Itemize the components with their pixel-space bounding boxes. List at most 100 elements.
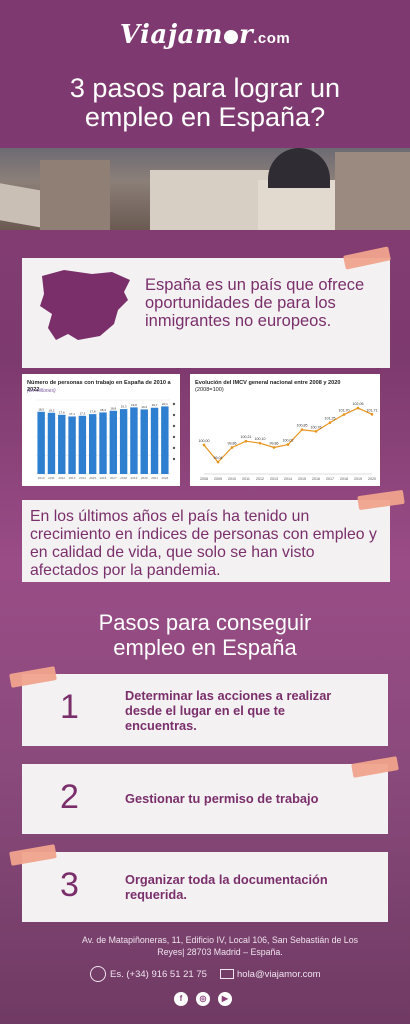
bar-2013 [68, 416, 76, 474]
point-2010 [230, 446, 234, 449]
x-tick-label: 2013 [69, 476, 76, 480]
photo-building-2 [150, 170, 270, 230]
step-text-2: Gestionar tu permiso de trabajo [125, 791, 319, 806]
youtube-icon[interactable]: ▶ [218, 992, 232, 1006]
point-value-label: 100,10 [255, 437, 266, 441]
x-tick-label: 2014 [79, 476, 86, 480]
step-card-3 [22, 852, 388, 922]
point-value-label: 100,21 [241, 435, 252, 439]
bar-2016 [99, 412, 107, 474]
footer-address: Av. de Matapiñoneras, 11, Edificio IV, L… [82, 935, 358, 957]
toolbar-dot-icon [172, 402, 176, 406]
phone-icon [90, 966, 106, 982]
point-2015 [300, 428, 304, 432]
x-tick-label: 2011 [48, 476, 55, 480]
spain-map-icon [40, 270, 130, 340]
imcv-series-line [203, 407, 373, 464]
bar-value-label: 18,8 [110, 406, 116, 410]
facebook-icon[interactable]: f [174, 992, 188, 1006]
x-tick-label: 2021 [151, 476, 158, 480]
x-tick-label: 2008 [200, 477, 208, 481]
steps-title: Pasos para conseguir empleo en España [0, 610, 410, 660]
point-value-label: 101,71 [367, 408, 378, 412]
step-text-1: Determinar las acciones a realizar desde… [125, 688, 332, 733]
x-tick-label: 2012 [58, 476, 65, 480]
bar-2020 [140, 409, 148, 474]
employment-chart: Número de personas con trabajo en España… [22, 374, 180, 486]
bar-2012 [58, 414, 66, 474]
point-2008 [202, 443, 206, 447]
bar-value-label: 19,3 [121, 405, 127, 409]
quality-chart-title: Evolución del IMCV general nacional entr… [195, 380, 341, 386]
logo: Viajam r.com [0, 20, 410, 50]
page-title: 3 pasos para lograr un empleo en España? [0, 74, 410, 132]
x-tick-label: 2015 [89, 476, 96, 480]
point-value-label: 100,85 [297, 424, 308, 428]
x-tick-label: 2016 [100, 476, 107, 480]
title-line-1: 3 pasos para lograr un [69, 73, 341, 103]
steps-title-line-1: Pasos para conseguir [98, 610, 312, 635]
toolbar-dot-icon [172, 457, 176, 461]
bar-2021 [150, 407, 159, 474]
point-value-label: 100,02 [283, 439, 294, 443]
employment-chart-title: Número de personas con trabajo en España… [27, 380, 171, 393]
photo-building-3 [258, 180, 338, 230]
bar-2019 [130, 407, 138, 474]
bar-value-label: 17,6 [59, 410, 65, 414]
point-value-label: 101,70 [339, 409, 350, 413]
x-tick-label: 2020 [141, 476, 148, 480]
footer-email[interactable]: hola@viajamor.com [237, 969, 321, 980]
step-text-3: Organizar toda la documentación requerid… [125, 872, 328, 902]
bar-value-label: 17,3 [79, 411, 85, 415]
point-2018 [342, 413, 346, 416]
bar-2010 [37, 411, 45, 474]
bar-value-label: 17,1 [69, 412, 75, 416]
x-tick-label: 2012 [256, 477, 264, 481]
step-card-1 [22, 674, 388, 746]
quality-of-life-chart: Evolución del IMCV general nacional entr… [190, 374, 380, 486]
footer-phone[interactable]: Es. (+34) 916 51 21 75 [110, 969, 207, 980]
step-card-2 [22, 764, 388, 834]
toolbar-dot-icon [172, 446, 176, 450]
point-value-label: 101,25 [325, 417, 336, 421]
toolbar-dot-icon [172, 435, 176, 439]
header: Viajam r.com 3 pasos para lograr un emple… [0, 0, 410, 148]
bar-2018 [119, 409, 128, 474]
x-tick-label: 2013 [270, 477, 278, 481]
point-value-label: 100,00 [199, 439, 210, 443]
bar-2022 [161, 406, 169, 474]
point-2009 [216, 460, 220, 464]
point-2013 [272, 446, 276, 449]
step-number-2: 2 [60, 778, 79, 816]
x-tick-label: 2022 [162, 476, 169, 480]
x-tick-label: 2017 [326, 477, 334, 481]
bar-2017 [109, 410, 118, 474]
bar-value-label: 17,8 [90, 410, 96, 414]
point-2011 [244, 439, 248, 443]
employment-bar-plot: 18,5 2010 18,2 2011 17,6 2012 17,1 2013 17,3 2014… [36, 399, 176, 480]
point-2014 [286, 443, 290, 446]
x-tick-label: 2020 [368, 477, 376, 481]
instagram-icon[interactable]: ◎ [196, 992, 210, 1006]
employment-chart-subtitle: (en millones) [27, 388, 56, 394]
point-value-label: 100,76 [311, 425, 322, 429]
logo-text: Viajam [119, 20, 223, 50]
step-number-3: 3 [60, 866, 79, 904]
x-tick-label: 2017 [110, 476, 117, 480]
heart-icon [224, 30, 238, 44]
madrid-photo [0, 148, 410, 230]
x-tick-label: 2011 [242, 477, 250, 481]
growth-card [22, 500, 390, 582]
x-tick-label: 2009 [214, 477, 222, 481]
x-tick-label: 2018 [340, 477, 348, 481]
point-2019 [356, 406, 360, 410]
point-value-label: 99,86 [228, 441, 237, 445]
bar-2014 [78, 415, 87, 474]
bar-value-label: 20,1 [162, 402, 168, 406]
point-2016 [314, 430, 318, 433]
title-line-2: empleo en España? [84, 102, 326, 132]
point-2020 [370, 413, 374, 416]
growth-text: En los últimos años el país ha tenido un… [30, 508, 377, 579]
point-value-label: 102,06 [353, 402, 364, 406]
